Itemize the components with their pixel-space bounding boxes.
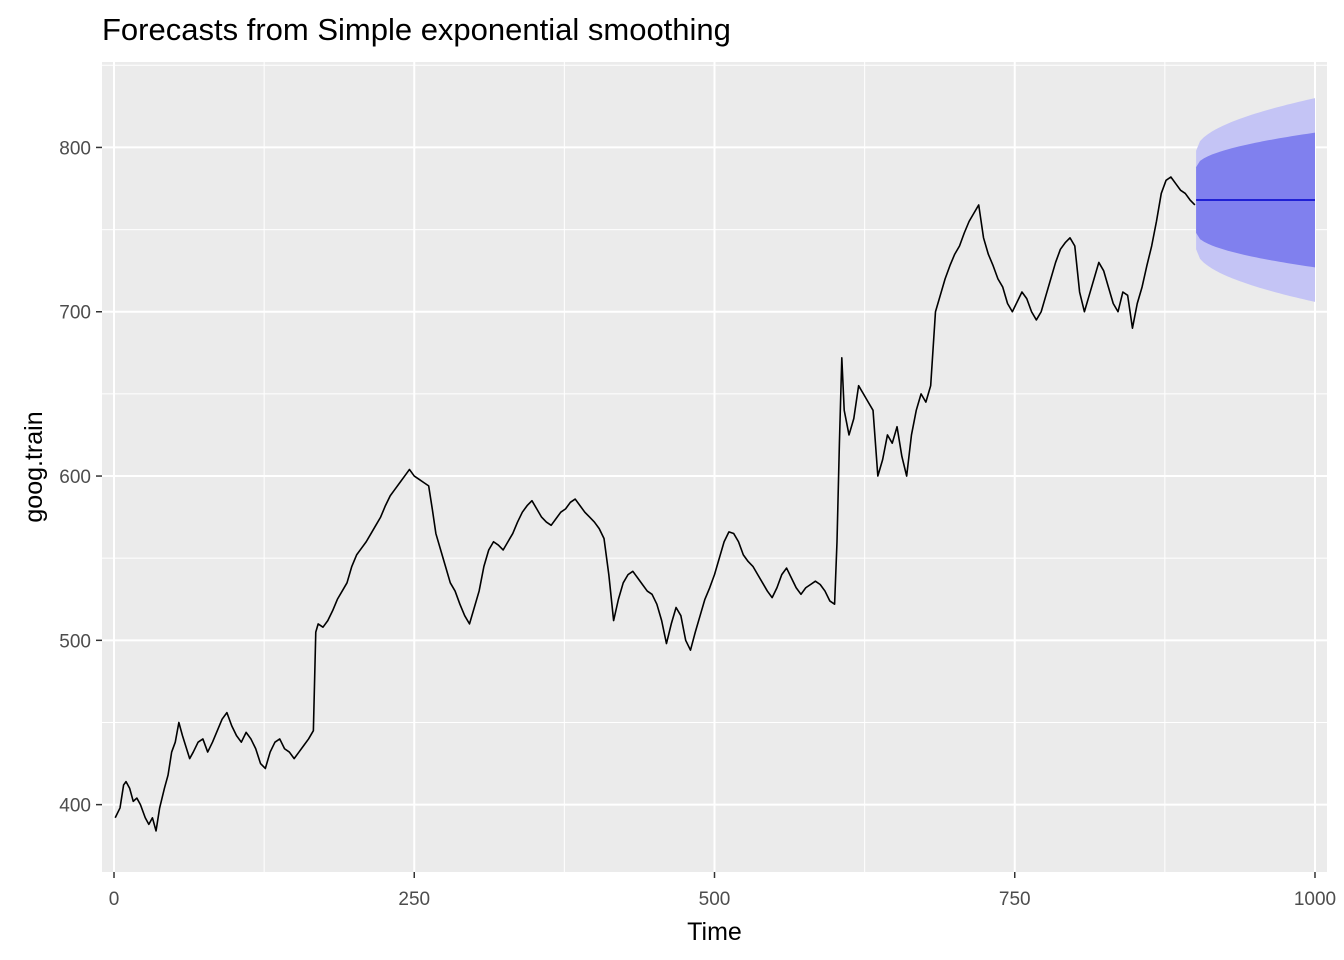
y-axis-ticks: 400 500 600 700 800	[59, 138, 102, 817]
x-tick-label: 1000	[1294, 889, 1336, 910]
y-tick-label: 600	[59, 467, 91, 488]
x-tick-label: 0	[109, 889, 120, 910]
y-tick-label: 400	[59, 796, 91, 817]
y-tick-label: 700	[59, 303, 91, 324]
y-axis-title: goog.train	[20, 411, 48, 522]
chart-title: Forecasts from Simple exponential smooth…	[102, 12, 731, 47]
x-tick-label: 500	[699, 889, 731, 910]
x-axis-title: Time	[687, 918, 742, 946]
series-line	[114, 176, 1196, 832]
series-group	[114, 176, 1315, 832]
y-tick-label: 800	[59, 138, 91, 159]
x-tick-label: 750	[999, 889, 1031, 910]
x-tick-label: 250	[398, 889, 430, 910]
x-axis-ticks: 0 250 500 750 1000	[109, 872, 1336, 910]
grid-major	[102, 62, 1327, 872]
y-tick-label: 500	[59, 631, 91, 652]
